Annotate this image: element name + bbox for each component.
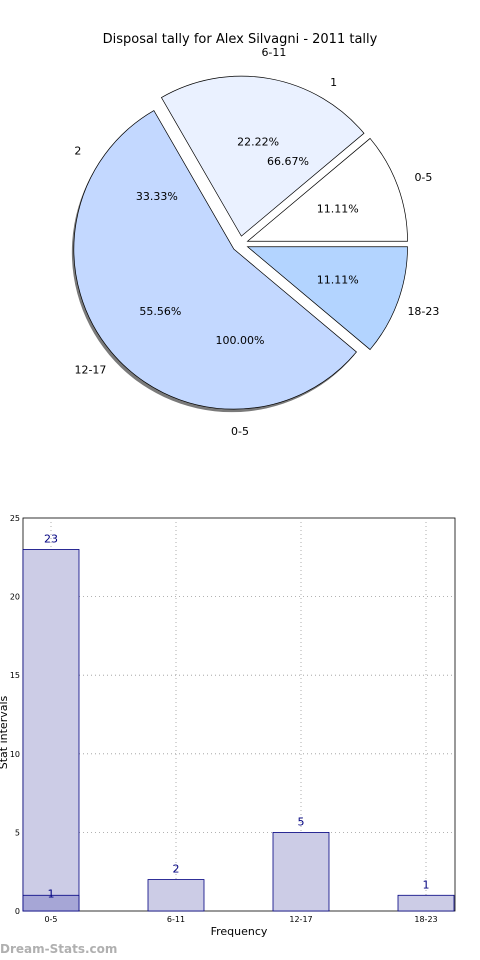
pie-inner-category-label: 2 [74,144,81,157]
bar-0-5 [22,549,80,912]
overlay-data-label: 1 [48,887,55,900]
pie-slice-12-17 [73,110,357,410]
pie-pct-label: 11.11% [317,202,359,215]
x-tick-label: 12-17 [289,915,312,924]
pie-pct-label: 55.56% [139,305,181,318]
x-axis-label: Frequency [211,925,268,938]
pie-inner-pct-label: 33.33% [136,190,178,203]
bar-data-label: 1 [423,878,430,891]
watermark: Dream-Stats.com [0,942,118,956]
pie-category-label: 18-23 [407,305,439,318]
plot-frame [22,517,456,912]
bar-data-label: 5 [298,815,305,828]
y-tick-label: 5 [15,828,20,837]
pie-inner-category-label: 1 [330,76,337,89]
x-tick-label: 18-23 [414,915,437,924]
bar-data-label: 23 [44,532,58,545]
pie-pct-label: 22.22% [237,136,279,149]
pie-pct-label: 11.11% [317,274,359,287]
pie-slice-18-23 [246,246,408,351]
y-tick-label: 0 [15,907,20,916]
pie-inner-pct-label: 66.67% [267,155,309,168]
pie-inner-category-label: 0-5 [231,425,249,438]
y-axis-label: Stat intervals [0,695,10,769]
pie-chart: Disposal tally for Alex Silvagni - 2011 … [71,32,439,438]
overlay-bar-0-5 [22,894,80,912]
y-tick-label: 20 [10,593,20,602]
pie-slice-0-5 [246,137,408,242]
pie-slice-6-11 [160,75,365,237]
x-tick-label: 0-5 [44,915,57,924]
bar-6-11 [147,879,205,912]
pie-inner-pct-label: 100.00% [216,334,265,347]
y-tick-label: 25 [10,514,20,523]
y-tick-label: 10 [10,750,20,759]
bar-12-17 [272,832,330,912]
y-tick-label: 15 [10,671,20,680]
pie-category-label: 6-11 [261,46,286,59]
x-tick-label: 6-11 [167,915,185,924]
pie-category-label: 0-5 [414,171,432,184]
pie-category-label: 12-17 [74,363,106,376]
bar-18-23 [397,894,455,912]
pie-title: Disposal tally for Alex Silvagni - 2011 … [103,32,378,47]
bar-data-label: 2 [173,863,180,876]
